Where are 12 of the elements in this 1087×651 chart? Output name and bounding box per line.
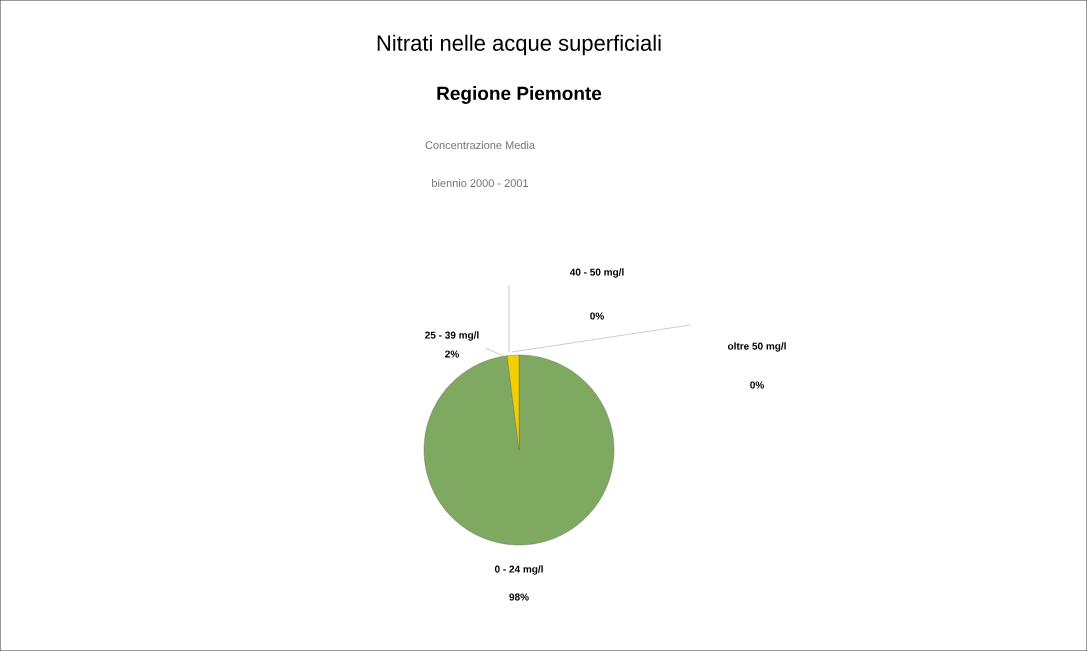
text: 0%: [590, 312, 604, 320]
slice-label: 0 - 24 mg/l: [494, 565, 543, 575]
text: 0%: [750, 381, 764, 389]
chart-title: Nitrati nelle acque superficiali: [377, 34, 661, 56]
slice-label: 25 - 39 mg/l: [425, 331, 479, 341]
category-label: oltre 50 mg/l: [727, 342, 786, 352]
data-label: 98%: [509, 593, 529, 601]
text: biennio 2000 - 2001: [432, 178, 529, 188]
chart-subtitle: Regione Piemonte: [437, 86, 602, 104]
text: Concentrazione Media: [425, 140, 536, 150]
data-label: 2%: [445, 350, 459, 358]
category-label: 40 - 50 mg/l: [569, 268, 624, 278]
